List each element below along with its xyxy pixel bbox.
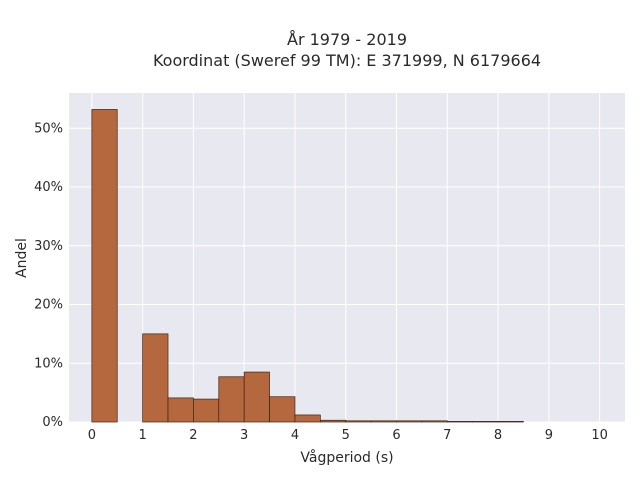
x-tick-label: 8 (494, 428, 502, 443)
grid-lines (69, 93, 625, 423)
chart-title-line-1: År 1979 - 2019 (287, 30, 407, 49)
histogram-bar (269, 396, 296, 423)
x-axis-label: Vågperiod (s) (300, 449, 393, 466)
axis-ticks: 0 1 2 3 4 5 6 7 8 9 10 0% 10% 20% 30% 40% 50% (34, 121, 608, 443)
y-axis-label: Andel (14, 238, 30, 278)
x-tick-label: 2 (189, 428, 197, 443)
histogram-bar (91, 109, 118, 423)
histogram-bar (472, 421, 499, 423)
histogram-bar (497, 421, 524, 423)
histogram-bar (345, 420, 372, 423)
histogram-bar (167, 397, 194, 423)
x-tick-label: 1 (138, 428, 146, 443)
y-tick-label: 20% (34, 298, 63, 313)
histogram-bar (294, 414, 321, 423)
histogram-bar (243, 371, 270, 423)
chart-title-line-2: Koordinat (Sweref 99 TM): E 371999, N 61… (153, 51, 541, 70)
x-tick-label: 3 (240, 428, 248, 443)
x-tick-label: 7 (443, 428, 451, 443)
histogram-bar (142, 333, 169, 423)
x-tick-label: 0 (88, 428, 96, 443)
x-tick-label: 6 (392, 428, 400, 443)
histogram-bar (396, 420, 423, 423)
y-tick-label: 30% (34, 239, 63, 254)
histogram-bar (370, 420, 397, 423)
x-tick-label: 4 (291, 428, 299, 443)
y-tick-label: 0% (42, 415, 63, 430)
histogram-bars (91, 109, 524, 423)
histogram-bar (446, 421, 474, 423)
histogram-bar (193, 398, 220, 423)
x-tick-label: 9 (545, 428, 553, 443)
y-tick-label: 40% (34, 180, 63, 195)
histogram-bar (421, 420, 448, 423)
y-tick-label: 50% (34, 121, 63, 136)
histogram-bar (218, 376, 245, 423)
y-tick-label: 10% (34, 356, 63, 371)
histogram-bar (319, 419, 347, 423)
x-tick-label: 10 (591, 428, 608, 443)
x-tick-label: 5 (342, 428, 350, 443)
